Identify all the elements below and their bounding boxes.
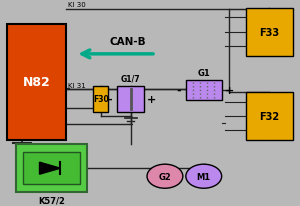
Text: Kl 31: Kl 31 [68,82,85,88]
Text: F30: F30 [93,95,109,104]
Text: Kl 30: Kl 30 [68,2,85,8]
Circle shape [147,164,183,188]
Bar [246,9,293,57]
Bar [16,144,87,192]
Text: +: + [224,85,234,96]
Text: G1/7: G1/7 [121,75,140,84]
Text: +: + [147,95,156,104]
Text: G2: G2 [159,172,171,181]
Text: N82: N82 [23,76,50,89]
Bar [117,87,144,112]
Text: K57/2: K57/2 [38,195,65,204]
Text: -: - [107,95,112,104]
Bar [93,87,108,112]
Polygon shape [40,162,60,174]
Text: M1: M1 [197,172,211,181]
Bar [7,25,66,140]
Text: F32: F32 [260,111,280,122]
Text: -: - [176,85,181,96]
Text: G1: G1 [197,69,210,77]
Bar [186,81,222,101]
Bar [23,152,80,184]
Bar [246,92,293,140]
Text: CAN-B: CAN-B [109,37,146,47]
Text: F33: F33 [260,28,280,38]
Circle shape [186,164,222,188]
